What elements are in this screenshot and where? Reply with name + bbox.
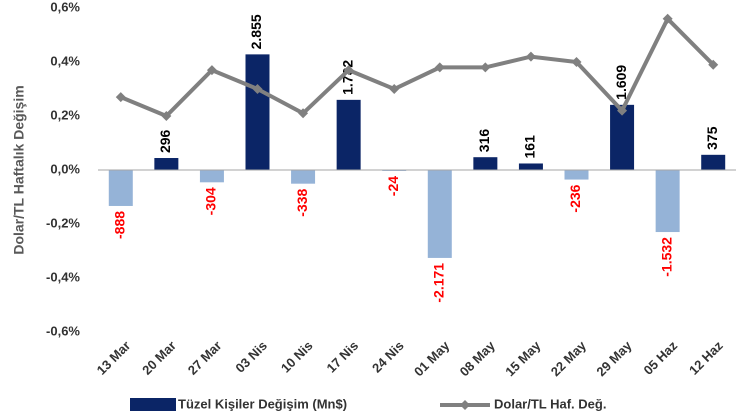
y-tick-label: 0,4% — [50, 53, 80, 68]
x-tick-label: 10 Nis — [278, 338, 316, 376]
x-tick-label: 24 Nis — [369, 338, 407, 376]
data-label: 375 — [704, 126, 720, 150]
x-tick-label: 17 Nis — [323, 338, 361, 376]
x-tick-label: 20 Mar — [139, 338, 179, 378]
bar — [199, 170, 224, 183]
data-label: -24 — [385, 176, 401, 196]
line-marker — [252, 84, 263, 94]
x-tick-label: 01 May — [411, 337, 453, 379]
data-label: 316 — [476, 129, 492, 153]
line-marker — [389, 84, 400, 94]
bar — [427, 170, 452, 258]
legend-label: Tüzel Kişiler Değişim (Mn$) — [178, 396, 347, 411]
y-tick-label: -0,2% — [46, 215, 80, 230]
x-tick-label: 29 May — [593, 337, 635, 379]
line — [120, 15, 715, 119]
x-tick-label: 08 May — [457, 337, 499, 379]
x-tick-label: 27 Mar — [185, 338, 225, 378]
data-label: 1.609 — [613, 65, 629, 100]
data-label: -304 — [203, 187, 219, 215]
line-marker — [298, 108, 309, 119]
x-tick-label: 22 May — [548, 337, 590, 379]
bar — [336, 99, 361, 170]
line-marker — [617, 105, 628, 116]
data-label: -2.171 — [430, 263, 446, 303]
data-label: -236 — [567, 184, 583, 212]
line-marker — [525, 51, 536, 62]
bar — [108, 170, 133, 206]
bar — [291, 170, 316, 184]
bar — [701, 154, 726, 170]
line-marker — [115, 92, 126, 103]
data-label: -338 — [294, 188, 310, 216]
x-tick-label: 05 Haz — [640, 338, 680, 378]
line-marker — [434, 62, 445, 73]
line-marker — [662, 13, 673, 24]
bar — [154, 158, 179, 170]
y-tick-label: -0,4% — [46, 269, 80, 284]
bar — [245, 54, 270, 171]
legend-label: Dolar/TL Haf. Değ. — [494, 396, 606, 411]
x-tick-label: 15 May — [502, 337, 544, 379]
bar — [655, 170, 680, 233]
bar — [518, 163, 543, 170]
line-marker — [161, 111, 172, 121]
y-tick-label: -0,6% — [46, 323, 80, 338]
x-tick-label: 13 Mar — [94, 338, 134, 378]
line-marker — [708, 59, 719, 70]
data-label: 2.855 — [248, 14, 264, 49]
y-tick-label: 0,0% — [50, 161, 80, 176]
y-axis-title: Dolar/TL Haftalık Değişim — [11, 85, 27, 254]
bar — [473, 157, 498, 170]
line-marker — [480, 62, 491, 73]
x-tick-label: 03 Nis — [232, 338, 270, 376]
x-tick-label: 12 Haz — [686, 338, 726, 378]
bar — [564, 170, 589, 180]
line-marker — [343, 65, 354, 76]
y-tick-label: 0,2% — [50, 107, 80, 122]
legend-swatch — [460, 400, 470, 410]
data-label: -888 — [111, 211, 127, 239]
bar — [610, 104, 635, 170]
line-marker — [571, 57, 582, 67]
data-label: 161 — [522, 135, 538, 159]
data-label: 296 — [157, 129, 173, 153]
line-marker — [206, 65, 217, 76]
y-tick-label: 0,6% — [50, 0, 80, 14]
legend-swatch — [130, 398, 176, 411]
data-label: -1.532 — [658, 237, 674, 277]
